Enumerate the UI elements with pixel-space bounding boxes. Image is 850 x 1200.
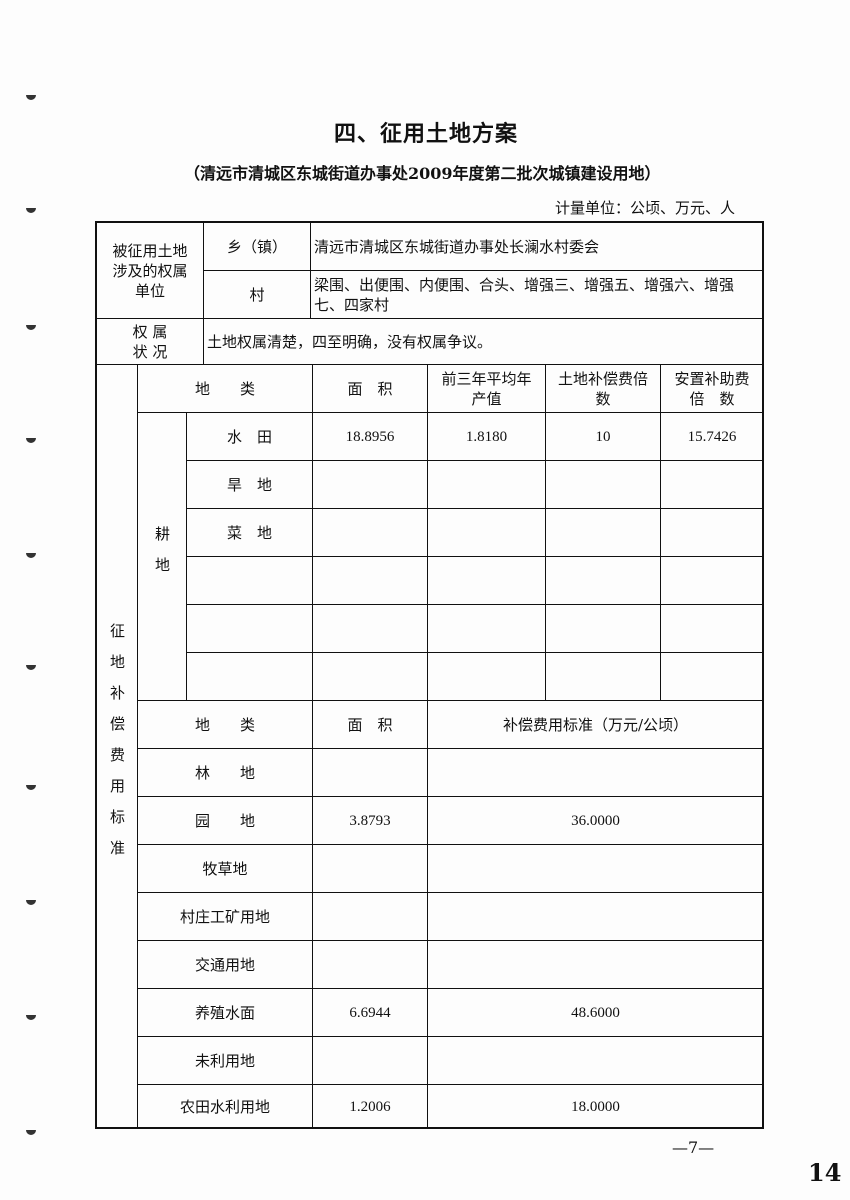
page-subtitle: （清远市清城区东城街道办事处2009年度第二批次城镇建设用地） bbox=[184, 164, 661, 183]
status-value: 土地权属清楚，四至明确，没有权属争议。 bbox=[203, 318, 764, 365]
page-title: 四、征用土地方案 bbox=[334, 121, 519, 147]
other-cell bbox=[312, 892, 428, 941]
page-number: —7— bbox=[672, 1138, 715, 1157]
other-cell bbox=[312, 748, 428, 797]
binding-hole-mark bbox=[26, 208, 36, 213]
other-cell: 48.6000 bbox=[427, 988, 764, 1037]
compensation-label: 征地补偿费用标准 bbox=[96, 364, 138, 1129]
farmland-cell: 15.7426 bbox=[660, 412, 764, 461]
other-cell bbox=[427, 940, 764, 989]
other-cell bbox=[312, 844, 428, 893]
farmland-cell bbox=[427, 556, 546, 605]
farmland-cell bbox=[427, 604, 546, 653]
other-row-type: 林 地 bbox=[137, 748, 313, 797]
farmland-cell bbox=[545, 556, 661, 605]
other-row-type: 未利用地 bbox=[137, 1036, 313, 1085]
other-row-type: 园 地 bbox=[137, 796, 313, 845]
other-row-type: 养殖水面 bbox=[137, 988, 313, 1037]
farmland-header: 地 类 bbox=[137, 364, 313, 413]
other-header: 面 积 bbox=[312, 700, 428, 749]
farmland-cell bbox=[312, 604, 428, 653]
farmland-row-type: 旱 地 bbox=[186, 460, 313, 509]
farmland-cell bbox=[312, 460, 428, 509]
other-cell bbox=[427, 844, 764, 893]
farmland-cell bbox=[427, 508, 546, 557]
farmland-header: 面 积 bbox=[312, 364, 428, 413]
farmland-cell bbox=[312, 652, 428, 701]
other-cell bbox=[312, 940, 428, 989]
other-row-type: 牧草地 bbox=[137, 844, 313, 893]
farmland-header: 前三年平均年产值 bbox=[427, 364, 546, 413]
farmland-cell bbox=[545, 652, 661, 701]
farmland-group-label: 耕地 bbox=[137, 412, 187, 701]
status-label: 权 属 状 况 bbox=[96, 318, 204, 365]
other-cell bbox=[312, 1036, 428, 1085]
village-label: 村 bbox=[203, 270, 311, 319]
other-cell: 6.6944 bbox=[312, 988, 428, 1037]
stamp-number: 14 bbox=[808, 1158, 842, 1187]
farmland-row-type: 菜 地 bbox=[186, 508, 313, 557]
farmland-cell bbox=[660, 556, 764, 605]
farmland-row-type bbox=[186, 652, 313, 701]
other-header: 地 类 bbox=[137, 700, 313, 749]
other-row-type: 村庄工矿用地 bbox=[137, 892, 313, 941]
other-cell bbox=[427, 1036, 764, 1085]
other-cell: 1.2006 bbox=[312, 1084, 428, 1129]
binding-hole-mark bbox=[26, 1130, 36, 1135]
other-cell: 3.8793 bbox=[312, 796, 428, 845]
farmland-cell bbox=[660, 460, 764, 509]
farmland-cell bbox=[427, 652, 546, 701]
binding-hole-mark bbox=[26, 785, 36, 790]
ownership-label: 被征用土地涉及的权属单位 bbox=[96, 222, 204, 319]
farmland-cell bbox=[545, 604, 661, 653]
binding-hole-mark bbox=[26, 438, 36, 443]
village-value: 梁围、出便围、内便围、合头、增强三、增强五、增强六、增强七、四家村 bbox=[310, 270, 764, 319]
binding-hole-mark bbox=[26, 665, 36, 670]
farmland-cell bbox=[660, 604, 764, 653]
binding-hole-mark bbox=[26, 900, 36, 905]
farmland-cell: 18.8956 bbox=[312, 412, 428, 461]
farmland-header: 安置补助费倍 数 bbox=[660, 364, 764, 413]
other-header: 补偿费用标准（万元/公顷） bbox=[427, 700, 764, 749]
farmland-cell bbox=[312, 508, 428, 557]
farmland-row-type bbox=[186, 604, 313, 653]
town-label: 乡（镇） bbox=[203, 222, 311, 271]
binding-hole-mark bbox=[26, 553, 36, 558]
unit-note: 计量单位：公顷、万元、人 bbox=[555, 199, 736, 217]
farmland-cell bbox=[660, 652, 764, 701]
farmland-cell bbox=[660, 508, 764, 557]
other-row-type: 农田水利用地 bbox=[137, 1084, 313, 1129]
farmland-cell bbox=[312, 556, 428, 605]
town-value: 清远市清城区东城街道办事处长澜水村委会 bbox=[310, 222, 764, 271]
other-cell: 18.0000 bbox=[427, 1084, 764, 1129]
other-cell bbox=[427, 892, 764, 941]
farmland-row-type bbox=[186, 556, 313, 605]
farmland-cell bbox=[427, 460, 546, 509]
farmland-row-type: 水 田 bbox=[186, 412, 313, 461]
other-row-type: 交通用地 bbox=[137, 940, 313, 989]
farmland-cell: 1.8180 bbox=[427, 412, 546, 461]
other-cell: 36.0000 bbox=[427, 796, 764, 845]
farmland-header: 土地补偿费倍 数 bbox=[545, 364, 663, 413]
binding-hole-mark bbox=[26, 95, 36, 100]
farmland-cell: 10 bbox=[545, 412, 661, 461]
farmland-cell bbox=[545, 508, 661, 557]
binding-hole-mark bbox=[26, 325, 36, 330]
other-cell bbox=[427, 748, 764, 797]
binding-hole-mark bbox=[26, 1015, 36, 1020]
farmland-cell bbox=[545, 460, 661, 509]
